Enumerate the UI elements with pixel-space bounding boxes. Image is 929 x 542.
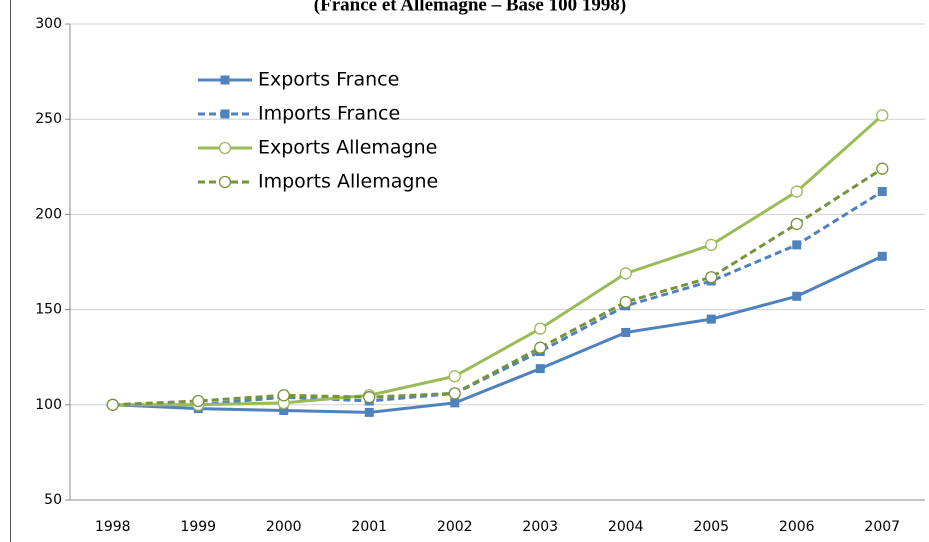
x-tick-label: 2006 <box>779 519 815 535</box>
marker <box>218 175 232 189</box>
x-tick-label: 2001 <box>351 519 387 535</box>
marker <box>534 322 547 335</box>
legend: Exports France Imports France Exports Alle… <box>198 69 438 193</box>
x-tick-label: 1999 <box>180 519 216 535</box>
marker <box>277 389 290 402</box>
marker <box>619 295 632 309</box>
x-tick-label: 2000 <box>266 519 302 535</box>
chart-title: (France et Allemagne – Base 100 1998) <box>314 0 626 15</box>
x-tick-label: 2004 <box>608 519 644 535</box>
series-line <box>112 190 884 407</box>
legend-label: Imports France <box>258 103 400 125</box>
marker <box>220 109 230 119</box>
x-tick-label: 2007 <box>864 519 900 535</box>
marker <box>448 387 461 400</box>
marker <box>218 141 232 155</box>
marker <box>450 398 460 408</box>
y-tick-label: 50 <box>44 492 62 508</box>
series-line <box>112 167 884 407</box>
marker <box>279 406 289 416</box>
marker <box>792 291 802 301</box>
marker <box>792 240 802 250</box>
marker <box>877 187 887 197</box>
marker <box>106 398 119 411</box>
x-tick-label: 2003 <box>522 519 558 535</box>
marker <box>790 217 803 231</box>
marker <box>534 341 547 354</box>
x-tick-label: 2005 <box>693 519 729 535</box>
marker <box>220 75 230 85</box>
marker <box>621 327 631 337</box>
marker <box>192 394 205 408</box>
marker <box>705 238 718 252</box>
x-tick-label: 1998 <box>95 519 131 535</box>
y-tick-label: 250 <box>35 111 62 127</box>
legend-label: Imports Allemagne <box>258 171 438 193</box>
y-tick-label: 300 <box>35 16 62 32</box>
legend-label: Exports France <box>258 69 399 91</box>
marker <box>448 370 461 383</box>
marker <box>535 364 545 374</box>
marker <box>790 185 803 198</box>
chart-frame <box>10 0 11 542</box>
marker <box>363 391 376 404</box>
marker <box>706 314 716 324</box>
series-line <box>112 114 884 407</box>
plot-area: 50 100 150 200 250 300 1998 1999 2000 2001 2002 200… <box>35 16 925 535</box>
series-line <box>112 254 883 414</box>
legend-label: Exports Allemagne <box>258 137 437 159</box>
x-tick-label: 2002 <box>437 519 473 535</box>
marker <box>705 271 718 284</box>
y-tick-label: 100 <box>35 397 62 413</box>
marker <box>876 162 889 175</box>
marker <box>364 407 374 417</box>
y-tick-label: 150 <box>35 302 62 318</box>
marker <box>876 109 889 122</box>
marker <box>877 251 887 261</box>
marker <box>619 267 632 280</box>
y-tick-label: 200 <box>35 206 62 222</box>
